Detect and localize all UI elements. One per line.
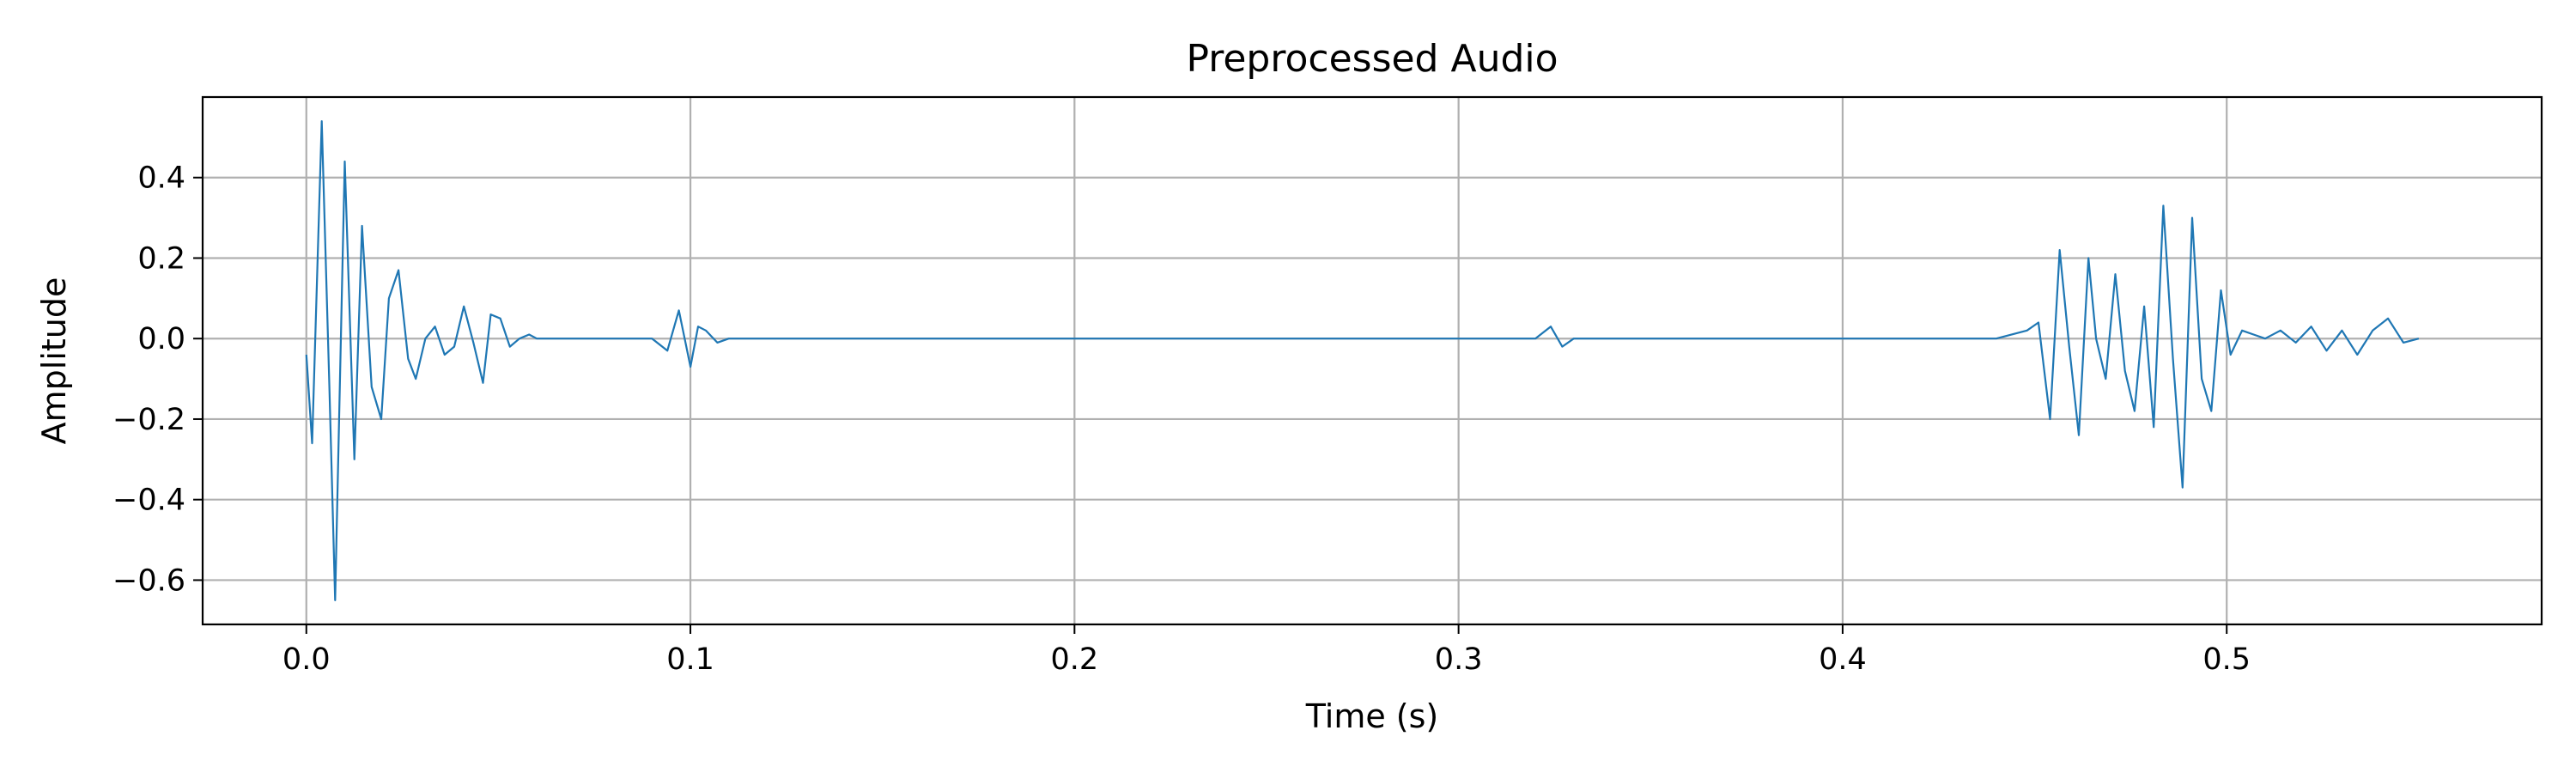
plot-frame — [201, 95, 2543, 626]
x-tick-label: 0.0 — [283, 642, 331, 677]
y-tick-label: 0.0 — [137, 322, 185, 356]
y-axis-label: Amplitude — [35, 277, 73, 445]
waveform-line — [305, 120, 2420, 601]
y-tick-label: −0.6 — [112, 563, 185, 598]
x-tick-label: 0.4 — [1819, 642, 1867, 677]
x-axis-ticks: 0.0 0.1 0.2 0.3 0.4 0.5 — [283, 624, 2251, 677]
series-layer — [305, 120, 2420, 601]
grid-lines — [203, 97, 2542, 624]
y-tick-label: 0.2 — [137, 241, 185, 276]
chart-title: Preprocessed Audio — [1186, 37, 1558, 81]
x-axis-label: Time (s) — [1305, 697, 1439, 735]
x-tick-label: 0.2 — [1051, 642, 1099, 677]
y-tick-label: −0.2 — [112, 403, 185, 437]
y-tick-label: −0.4 — [112, 484, 185, 518]
x-tick-label: 0.3 — [1435, 642, 1483, 677]
x-tick-label: 0.5 — [2202, 642, 2251, 677]
x-tick-label: 0.1 — [666, 642, 714, 677]
y-axis-ticks: −0.6 −0.4 −0.2 0.0 0.2 0.4 — [112, 161, 203, 598]
y-tick-label: 0.4 — [137, 161, 185, 196]
